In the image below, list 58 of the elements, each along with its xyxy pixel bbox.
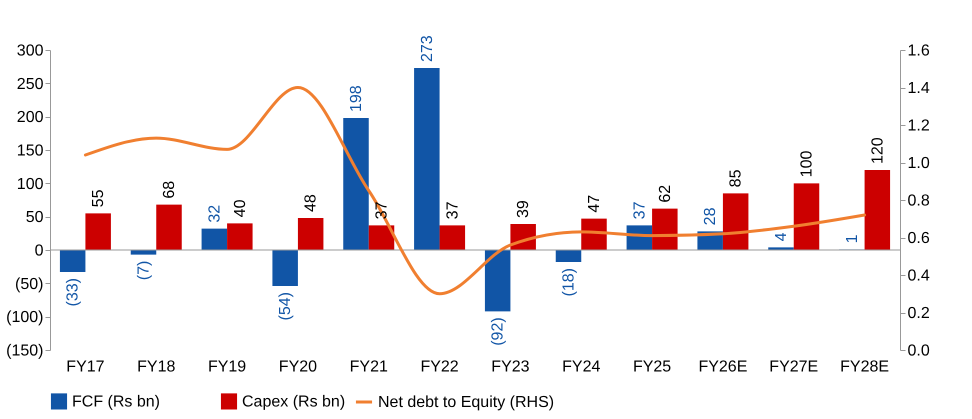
y-tick-label: 50 — [26, 209, 44, 226]
x-tick-label: FY22 — [420, 358, 459, 376]
y2-tick-label: 0.0 — [908, 342, 930, 360]
y2-tick-label: 1.0 — [908, 155, 930, 172]
x-tick-label: FY18 — [137, 358, 176, 376]
y-tick-label: (50) — [15, 276, 44, 293]
data-label: 28 — [702, 207, 720, 226]
legend-label: Net debt to Equity (RHS) — [378, 394, 554, 411]
x-tick-label: FY24 — [562, 358, 600, 376]
legend-label: Capex (Rs bn) — [242, 393, 346, 410]
data-label: 273 — [418, 35, 436, 62]
data-label: 47 — [586, 194, 603, 213]
x-tick-label: FY26E — [698, 358, 748, 376]
x-tick-label: FY17 — [66, 358, 105, 376]
x-tick-label: FY21 — [350, 358, 388, 376]
data-label: 4 — [773, 232, 790, 242]
data-label: 40 — [232, 199, 249, 218]
x-tick-label: FY20 — [278, 358, 318, 376]
y2-tick-label: 0.6 — [908, 230, 930, 247]
data-label: 37 — [631, 201, 648, 220]
data-label: 62 — [656, 184, 674, 203]
y-tick-label: 150 — [16, 142, 44, 160]
data-label: 32 — [206, 204, 224, 223]
data-label: 100 — [798, 150, 816, 178]
y2-tick-label: 1.6 — [908, 42, 930, 60]
x-tick-label: FY25 — [632, 358, 672, 376]
data-label: (92) — [490, 317, 507, 346]
data-label: 198 — [348, 85, 365, 112]
x-tick-label: FY19 — [208, 358, 246, 376]
y2-tick-label: 0.4 — [908, 268, 930, 284]
x-tick-label: FY27E — [769, 358, 818, 376]
y-tick-label: 250 — [16, 76, 44, 93]
data-label: 37 — [374, 201, 390, 220]
data-label: (7) — [136, 260, 152, 280]
data-label: 68 — [161, 180, 178, 199]
data-label: 39 — [515, 200, 532, 218]
data-label: 1 — [844, 234, 861, 244]
y2-tick-label: 0.2 — [908, 305, 930, 322]
x-tick-label: FY23 — [491, 358, 530, 376]
data-label: (54) — [277, 292, 294, 320]
data-label: 48 — [302, 194, 320, 212]
legend-label: FCF (Rs bn) — [72, 393, 160, 410]
y-tick-label: (100) — [6, 309, 44, 326]
data-label: 55 — [90, 189, 108, 208]
y-tick-label: (150) — [6, 342, 44, 360]
data-label: 120 — [869, 137, 886, 164]
x-tick-label: FY28E — [840, 358, 890, 376]
y-tick-label: 200 — [16, 109, 44, 126]
y-tick-label: 100 — [16, 176, 44, 193]
y-tick-label: 300 — [16, 42, 44, 60]
y2-tick-label: 0.8 — [908, 192, 930, 210]
data-label: 37 — [444, 201, 462, 220]
y2-tick-label: 1.4 — [908, 80, 930, 97]
data-label: (18) — [560, 268, 578, 296]
y2-tick-label: 1.2 — [908, 118, 930, 134]
data-label: 85 — [728, 169, 745, 188]
data-label: (33) — [64, 278, 82, 306]
y-tick-label: 0 — [34, 242, 44, 260]
